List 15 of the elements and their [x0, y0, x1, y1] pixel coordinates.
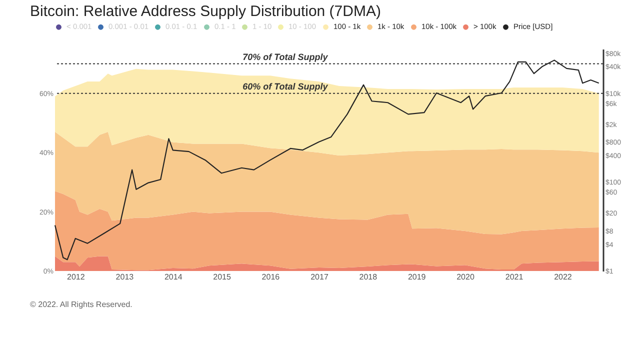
x-tick-label: 2016 [262, 272, 280, 282]
chart-title: Bitcoin: Relative Address Supply Distribution (7DMA) [30, 3, 381, 20]
x-tick-label: 2017 [310, 272, 329, 282]
x-tick-label: 2018 [359, 272, 378, 282]
x-tick-label: 2015 [213, 272, 232, 282]
x-tick-label: 2020 [456, 272, 475, 282]
x-tick-label: 2022 [554, 272, 572, 282]
x-tick-label: 2013 [116, 272, 134, 282]
x-tick-label: 2014 [164, 272, 183, 282]
x-tick-label: 2012 [67, 272, 86, 282]
x-tick-label: 2019 [408, 272, 426, 282]
x-tick-label: 2021 [505, 272, 524, 282]
ref-line-label: 60% of Total Supply [242, 81, 329, 92]
ref-line-label: 70% of Total Supply [242, 52, 329, 62]
text: © 2022. All Rights Reserved. [30, 300, 132, 309]
